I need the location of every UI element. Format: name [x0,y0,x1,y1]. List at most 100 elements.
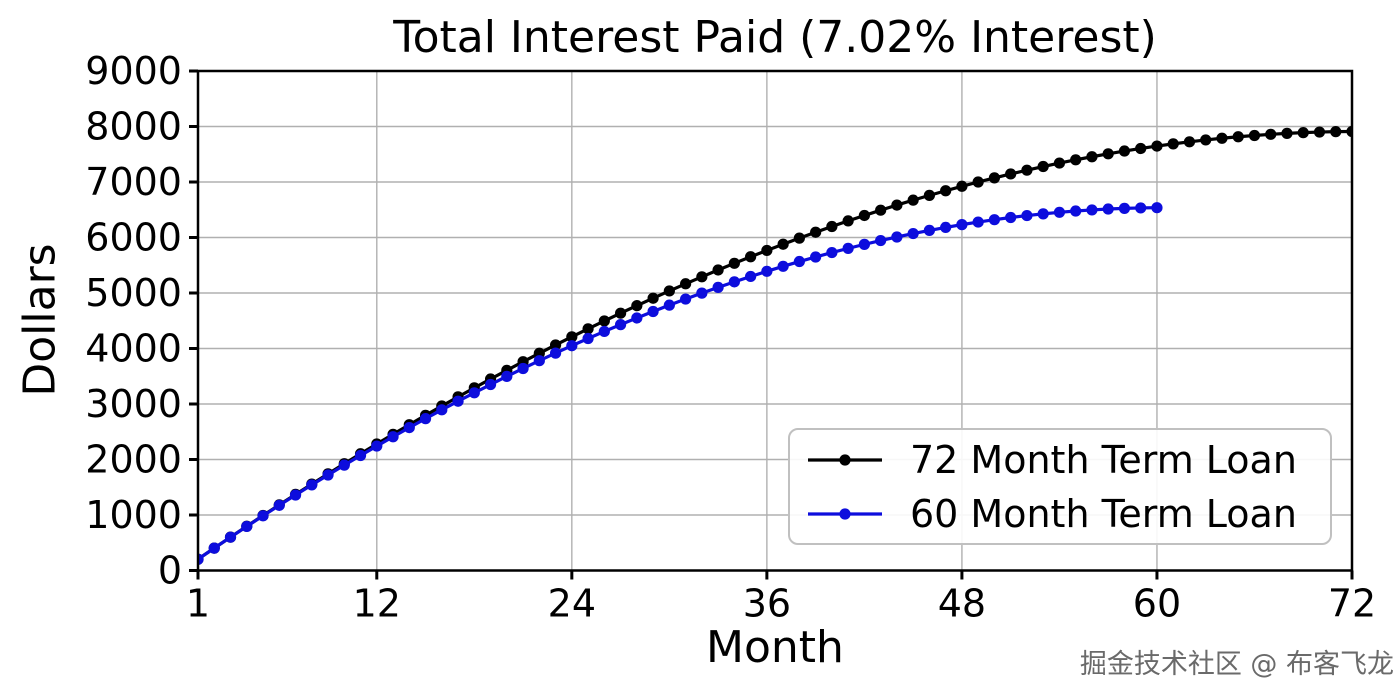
data-point [419,413,432,425]
data-point [1053,206,1066,218]
data-point [566,340,578,352]
data-point [1005,211,1017,224]
data-point [501,370,513,382]
y-tick-label: 9000 [85,49,182,93]
data-point [598,315,610,327]
data-point [1265,128,1277,140]
data-point [647,292,659,304]
data-point [842,215,854,227]
data-point [1167,138,1179,150]
data-point [582,323,594,335]
y-tick-label: 6000 [85,216,182,260]
data-point [1086,151,1098,163]
data-point [322,469,334,481]
watermark: 掘金技术社区 @ 布客飞龙 [1079,649,1394,680]
data-point [1102,148,1114,160]
data-point [1053,157,1066,169]
x-tick-label: 12 [353,582,401,626]
data-point [680,293,692,305]
data-point [1070,205,1082,217]
data-point [745,270,757,283]
data-point [241,520,253,533]
data-point [810,226,822,238]
data-point [289,489,302,501]
data-point [940,221,952,233]
data-point [1118,202,1131,214]
data-point [403,421,415,434]
data-point [923,189,936,201]
data-point [793,255,805,268]
data-point [826,246,838,259]
data-point [923,224,936,236]
data-point [436,404,448,416]
data-point [875,234,887,247]
data-point [972,216,984,228]
data-point [208,542,220,554]
data-point [273,499,285,511]
data-point [793,232,805,244]
data-point [1021,209,1033,222]
data-point [257,510,269,522]
data-point [549,347,562,359]
series-group [198,125,1352,565]
x-tick-label: 1 [186,582,210,626]
data-point [1232,131,1244,143]
y-axis-label: Dollars [14,243,66,397]
data-point [680,278,692,290]
data-point [1183,136,1196,148]
data-point [1102,203,1114,215]
data-point [728,276,740,288]
x-tick-label: 48 [938,582,986,626]
data-point [338,459,350,471]
plot-border [196,69,1354,572]
data-point [907,227,919,240]
data-point [1346,125,1352,138]
data-point [387,431,399,443]
x-tick-label: 60 [1133,582,1181,626]
chart-title: Total Interest Paid (7.02% Interest) [393,12,1157,63]
data-point [631,312,643,324]
legend-label: 60 Month Term Loan [910,491,1297,536]
data-point [306,479,318,491]
data-point [1005,168,1017,180]
data-point [566,331,578,343]
data-point [777,238,789,250]
data-point [614,307,627,319]
data-point [371,440,383,452]
data-point [696,287,708,299]
data-point [452,395,464,407]
data-point [1297,127,1309,139]
data-point [891,231,903,243]
y-tick-label: 4000 [85,327,182,371]
data-point [712,281,724,293]
data-point [810,251,822,263]
data-point [631,300,643,312]
data-point [842,242,854,254]
data-point [198,553,204,565]
y-tick-label: 2000 [85,438,182,482]
data-point [826,220,838,233]
data-point [468,387,480,399]
data-point [777,260,789,272]
data-point [858,209,870,222]
data-point [956,219,968,231]
y-tick-label: 5000 [85,271,182,315]
data-point [891,199,903,211]
data-point [988,214,1001,226]
y-tick-label: 1000 [85,493,182,537]
data-point [1135,142,1147,155]
data-point [728,257,740,269]
y-tick-label: 7000 [85,160,182,204]
data-point [517,362,529,375]
legend-label: 72 Month Term Loan [910,437,1297,482]
data-point [1037,208,1049,220]
legend-item-0: 72 Month Term Loan [806,438,1314,482]
data-point [1330,126,1342,138]
data-point [484,378,497,391]
data-point [1037,160,1049,173]
y-tick-label: 8000 [85,105,182,149]
y-tick-label: 0 [158,549,182,593]
data-point [1070,154,1082,166]
